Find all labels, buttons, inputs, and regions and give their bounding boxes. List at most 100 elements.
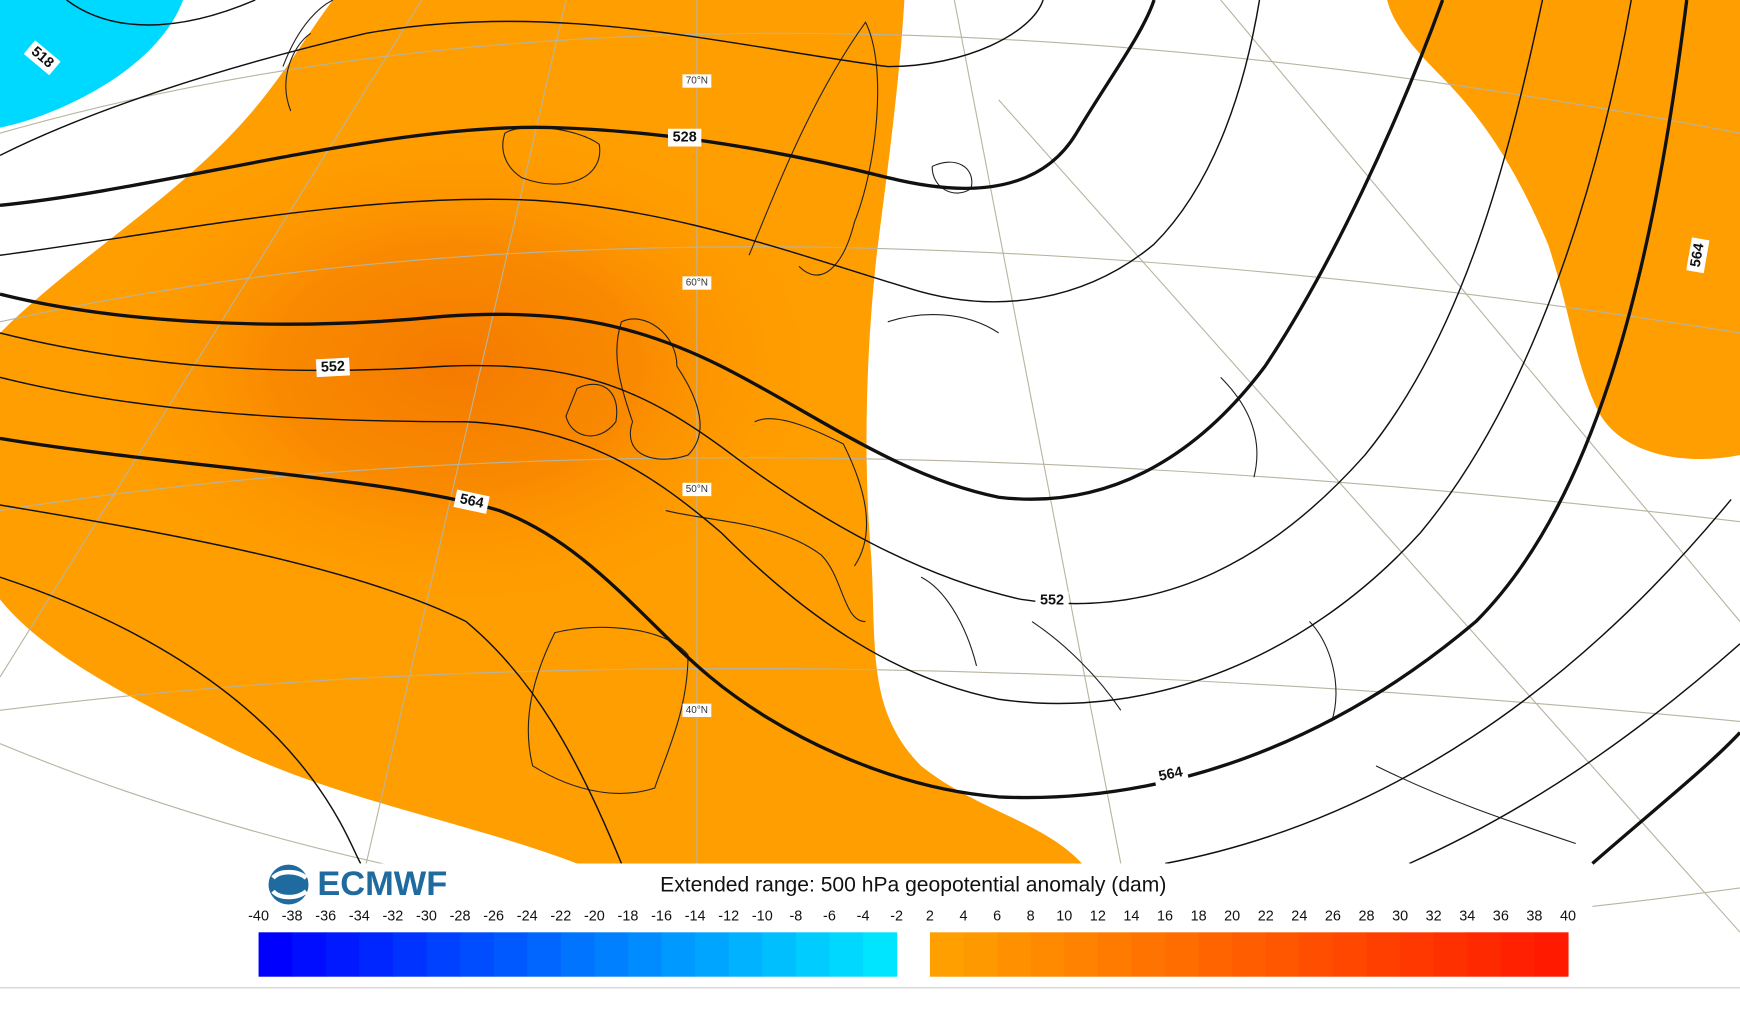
colorbar-cell	[292, 932, 327, 977]
latitude-label-bg	[682, 276, 712, 290]
latitude-line	[0, 457, 1740, 523]
colorbar-tick-label: 4	[959, 909, 967, 925]
positive-anomaly	[1387, 0, 1740, 460]
contour-label-bg	[23, 40, 61, 76]
latitude-line	[0, 667, 1740, 722]
colorbar-cell	[661, 932, 696, 977]
contour-label-group: 552	[315, 357, 350, 378]
colorbar-tick-label: -16	[651, 909, 672, 925]
logo-text: ECMWF	[317, 865, 447, 903]
contour-line	[1165, 498, 1732, 865]
colorbar-tick-label: 10	[1056, 909, 1072, 925]
contour-line	[0, 0, 1689, 800]
colorbar-tick-label: -30	[416, 909, 437, 925]
colorbar-tick-label: 32	[1426, 909, 1442, 925]
negative-anomaly	[0, 0, 184, 128]
contour-label: 564	[458, 491, 485, 512]
colorbar-tick-label: -18	[618, 909, 639, 925]
contour-line	[0, 504, 623, 864]
colorbar-tick-label: 14	[1123, 909, 1139, 925]
contour-label-group: 552	[1035, 591, 1069, 610]
colorbar-cell	[627, 932, 663, 977]
colorbar-tick-label: 26	[1325, 909, 1341, 925]
colorbar-cell	[1265, 932, 1300, 977]
colorbar-tick-label: -36	[315, 909, 336, 925]
colorbar-tick-label: 28	[1358, 909, 1374, 925]
contour-line	[1591, 731, 1740, 865]
colorbar-cell	[1299, 932, 1334, 977]
colorbar-tick-label: -34	[349, 909, 370, 925]
colorbar-cell	[863, 932, 898, 977]
colorbar-tick-label: -20	[584, 909, 605, 925]
colorbar-cell	[1366, 932, 1401, 977]
contour-line	[66, 0, 256, 26]
contour-label: 564	[1688, 242, 1708, 268]
latitude-label-bg	[682, 703, 712, 717]
colorbar-cell	[1332, 932, 1368, 977]
colorbar-cell	[1131, 932, 1166, 977]
latitude-label: 70°N	[686, 76, 708, 87]
colorbar-cell	[426, 932, 461, 977]
colorbar-cell	[392, 932, 428, 977]
colorbar-tick-label: -40	[248, 909, 269, 925]
contour-label-bg	[315, 357, 350, 378]
contour-label-group: 564	[1152, 762, 1189, 787]
logo-waves	[271, 869, 308, 900]
contour-label-group: 528	[668, 128, 702, 147]
latitude-line	[0, 32, 1740, 134]
colorbar-cell	[1400, 932, 1435, 977]
colorbar-tick-label: -6	[823, 909, 836, 925]
contour-label-bg	[1152, 762, 1189, 787]
contour-line	[0, 576, 362, 864]
colorbar-cell	[1198, 932, 1233, 977]
contour-label: 552	[320, 359, 345, 376]
colorbar-tick-label: -14	[685, 909, 706, 925]
colorbar-cell	[359, 932, 394, 977]
colorbar-tick-label: 38	[1526, 909, 1542, 925]
colorbar-cell	[929, 932, 965, 977]
colorbar-tick-label: -4	[857, 909, 870, 925]
contour-label-group: 564	[1686, 237, 1710, 274]
latitude-label-bg	[682, 482, 712, 497]
contour-line	[1409, 643, 1740, 865]
colorbar-tick-label: -38	[282, 909, 303, 925]
meridian	[1220, 0, 1740, 622]
meridian	[953, 0, 1122, 864]
contour-label-bg	[453, 489, 490, 514]
colorbar-cell	[829, 932, 864, 977]
colorbar-cell	[762, 932, 797, 977]
latitude-label: 40°N	[686, 705, 708, 716]
meridian	[365, 0, 567, 864]
colorbar-tick-label: -10	[752, 909, 773, 925]
colorbar-tick-label: -2	[890, 909, 903, 925]
contour-line	[0, 0, 1445, 501]
colorbar-cell	[1500, 932, 1535, 977]
ecmwf-logo: ECMWF	[268, 864, 447, 905]
colorbar-tick-label: -32	[382, 909, 403, 925]
colorbar-tick-label: 20	[1224, 909, 1240, 925]
colorbar-tick-label: 24	[1291, 909, 1307, 925]
colorbar-cell	[325, 932, 360, 977]
colorbar-tick-label: 36	[1493, 909, 1509, 925]
latitude-label: 50°N	[686, 484, 708, 495]
contour-label: 528	[673, 129, 697, 145]
contour-line	[0, 0, 1156, 207]
colorbar-cell	[594, 932, 629, 977]
colorbar-tick-label: 12	[1090, 909, 1106, 925]
meridian	[998, 99, 1740, 933]
colorbar-cell	[560, 932, 595, 977]
colorbar-cell	[1433, 932, 1468, 977]
colorbar-tick-label: 34	[1459, 909, 1475, 925]
colorbar-cell	[1232, 932, 1267, 977]
colorbar-cell	[527, 932, 562, 977]
colorbar-cell	[493, 932, 528, 977]
colorbar-tick-label: 16	[1157, 909, 1173, 925]
contour-line	[0, 0, 1044, 157]
colorbar-tick-label: -26	[483, 909, 504, 925]
colorbar-tick-label: 40	[1560, 909, 1576, 925]
contour-label-bg	[668, 128, 702, 147]
colorbar-tick-label: -8	[789, 909, 802, 925]
colorbar-tick-label: 8	[1027, 909, 1035, 925]
colorbar-cell	[728, 932, 763, 977]
